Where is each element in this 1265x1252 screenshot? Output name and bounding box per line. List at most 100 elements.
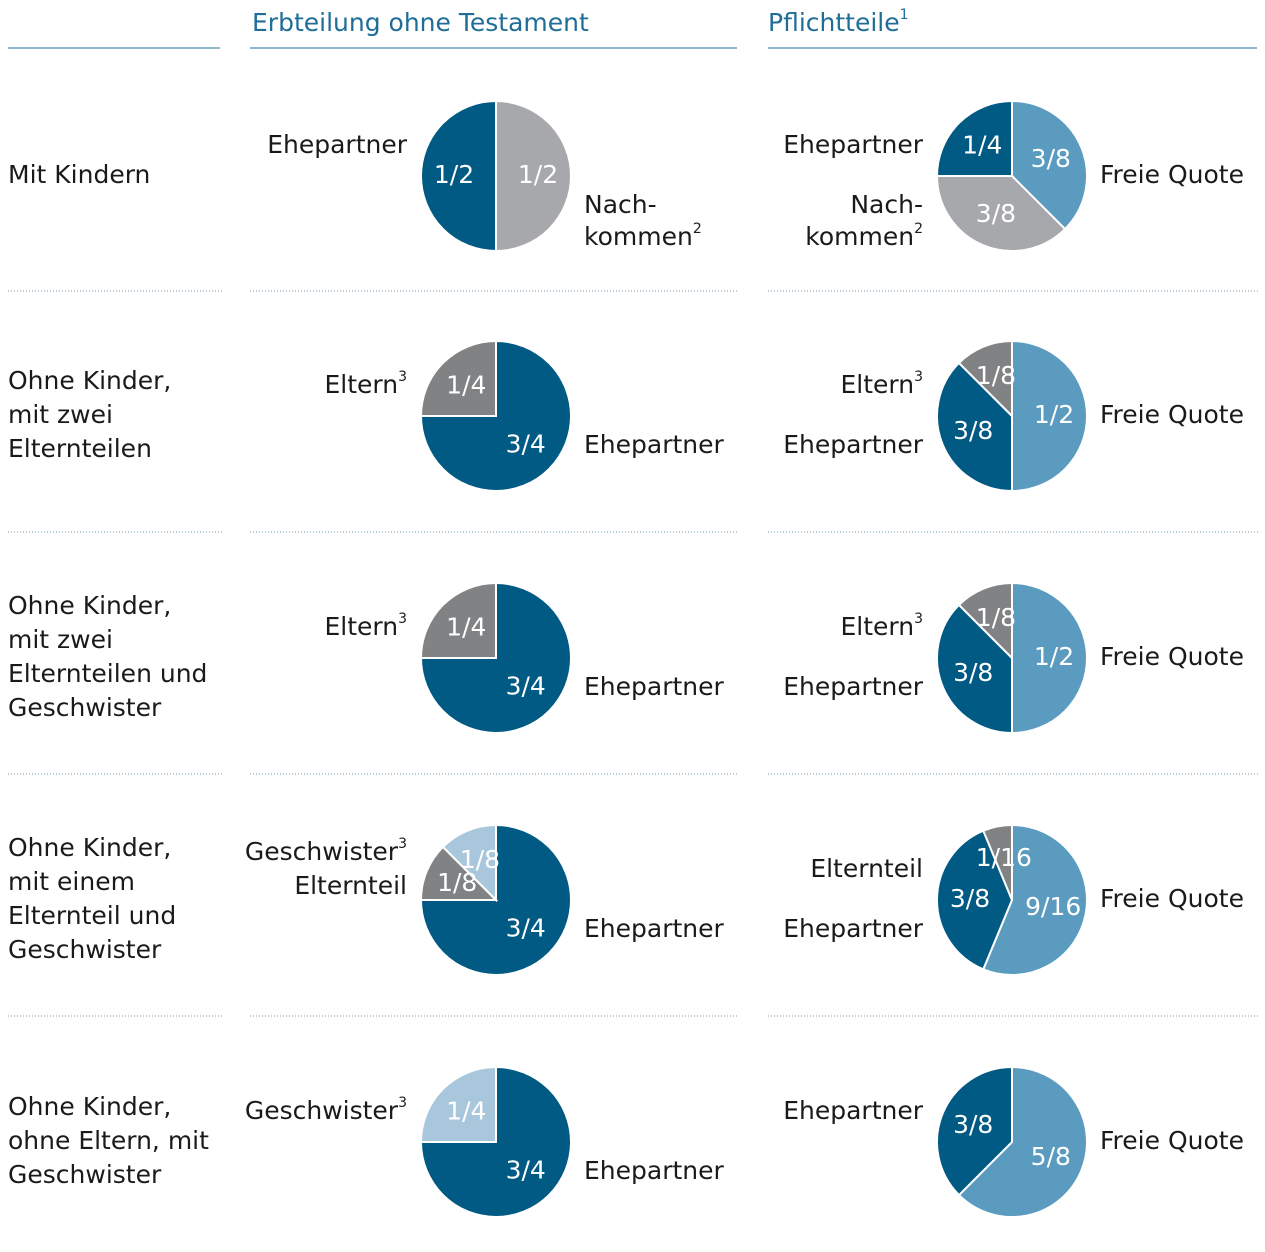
footnote-mark: 3 xyxy=(914,611,923,627)
slice-name-text: Freie Quote xyxy=(1100,1126,1244,1155)
slice-value-label: 3/4 xyxy=(506,430,546,459)
slice-value-label: 1/8 xyxy=(437,868,477,897)
pie-slice xyxy=(1011,581,1088,735)
slice-value-label: 1/16 xyxy=(976,843,1032,872)
slice-name: Freie Quote xyxy=(1100,642,1244,671)
pie-slice xyxy=(419,845,499,901)
pie-slice xyxy=(936,603,1013,735)
slice-value-label: 1/2 xyxy=(1034,400,1074,429)
column-title: Pflichtteile1 xyxy=(768,7,909,37)
pie-slice xyxy=(419,339,572,492)
slice-name-text: Ehepartner xyxy=(783,1096,924,1125)
slice-name: Ehepartner xyxy=(783,914,924,943)
pie-slice xyxy=(419,823,572,976)
pie-slice xyxy=(957,1065,1088,1218)
slice-value-label: 1/4 xyxy=(962,130,1002,159)
slice-name: Nach- xyxy=(850,190,923,219)
slice-name: Ehepartner xyxy=(584,672,725,701)
slice-name: Eltern3 xyxy=(324,611,407,641)
slice-name-text: kommen xyxy=(805,222,914,251)
slice-name: Freie Quote xyxy=(1100,160,1244,189)
slice-name-text: Ehepartner xyxy=(584,1156,725,1185)
slice-name-text: Ehepartner xyxy=(584,430,725,459)
slice-value-label: 3/8 xyxy=(950,884,990,913)
slice-value-label: 3/8 xyxy=(1031,144,1071,173)
slice-name-text: Nach- xyxy=(584,190,657,219)
slice-value-label: 1/4 xyxy=(446,370,486,399)
pie-slice xyxy=(935,175,1067,252)
row-label: Elternteil und xyxy=(8,901,176,930)
row-label: Geschwister xyxy=(8,1160,162,1189)
slice-value-label: 1/2 xyxy=(1034,642,1074,671)
slice-value-label: 1/8 xyxy=(976,603,1016,632)
pie-slice xyxy=(936,1065,1013,1197)
slice-value-label: 1/8 xyxy=(460,845,500,874)
pie-slice xyxy=(419,581,572,734)
row-label: Ohne Kinder, xyxy=(8,366,171,395)
slice-value-label: 3/4 xyxy=(506,672,546,701)
footnote-mark: 2 xyxy=(914,221,923,237)
slice-value-label: 3/4 xyxy=(506,1156,546,1185)
column-title-text: Erbteilung ohne Testament xyxy=(252,8,589,37)
slice-name: Freie Quote xyxy=(1100,884,1244,913)
slice-name-text: Freie Quote xyxy=(1100,400,1244,429)
slice-name: Eltern3 xyxy=(324,369,407,399)
pie-slice xyxy=(419,581,497,659)
pie-slice xyxy=(1011,339,1088,493)
slice-name: Ehepartner xyxy=(783,672,924,701)
pie-slice xyxy=(419,1065,572,1218)
row-label: Ohne Kinder, xyxy=(8,1092,171,1121)
pie-slice xyxy=(936,829,1014,971)
pie-slice xyxy=(935,99,1013,177)
slice-name: Ehepartner xyxy=(783,430,924,459)
slice-value-label: 1/8 xyxy=(976,361,1016,390)
pie-slice xyxy=(420,99,497,253)
row-label: Ohne Kinder, xyxy=(8,591,171,620)
slice-name-text: kommen xyxy=(584,222,693,251)
slice-value-label: 1/2 xyxy=(434,160,474,189)
pie-slice xyxy=(981,823,1088,976)
slice-name: Geschwister3 xyxy=(245,836,407,866)
row-label: mit einem xyxy=(8,867,135,896)
footnote-mark: 1 xyxy=(900,7,909,23)
row-label: ohne Eltern, mit xyxy=(8,1126,209,1155)
slice-name: Ehepartner xyxy=(783,130,924,159)
slice-name: Nach- xyxy=(584,190,657,219)
pie-slice xyxy=(957,581,1013,661)
slice-name: Ehepartner xyxy=(584,430,725,459)
slice-name: Geschwister3 xyxy=(245,1095,407,1125)
row-label: mit zwei xyxy=(8,625,113,654)
slice-name-text: Ehepartner xyxy=(783,130,924,159)
slice-name-text: Freie Quote xyxy=(1100,160,1244,189)
slice-name: Elternteil xyxy=(294,871,407,900)
slice-name-text: Ehepartner xyxy=(783,672,924,701)
slice-name-text: Elternteil xyxy=(810,854,923,883)
slice-value-label: 1/4 xyxy=(446,612,486,641)
row-label: Mit Kindern xyxy=(8,160,150,189)
slice-name: Eltern3 xyxy=(840,369,923,399)
slice-value-label: 3/8 xyxy=(953,658,993,687)
slice-name: Freie Quote xyxy=(1100,400,1244,429)
slice-name-text: Ehepartner xyxy=(584,672,725,701)
slice-name: Ehepartner xyxy=(584,1156,725,1185)
slice-name: Ehepartner xyxy=(783,1096,924,1125)
slice-name-text: Eltern xyxy=(840,370,914,399)
footnote-mark: 3 xyxy=(398,611,407,627)
row-label: Ohne Kinder, xyxy=(8,833,171,862)
slice-name: kommen2 xyxy=(584,221,702,251)
slice-name-text: Eltern xyxy=(324,612,398,641)
slice-name: kommen2 xyxy=(805,221,923,251)
row-label: Elternteilen xyxy=(8,434,152,463)
pie-slice xyxy=(419,1065,497,1143)
slice-name-text: Nach- xyxy=(850,190,923,219)
slice-value-label: 9/16 xyxy=(1025,892,1081,921)
slice-name-text: Freie Quote xyxy=(1100,642,1244,671)
slice-name-text: Freie Quote xyxy=(1100,884,1244,913)
slice-value-label: 3/8 xyxy=(953,416,993,445)
slice-value-label: 1/2 xyxy=(518,160,558,189)
pie-slice xyxy=(936,361,1013,493)
slice-name-text: Ehepartner xyxy=(783,430,924,459)
row-label: mit zwei xyxy=(8,400,113,429)
slice-name-text: Ehepartner xyxy=(783,914,924,943)
